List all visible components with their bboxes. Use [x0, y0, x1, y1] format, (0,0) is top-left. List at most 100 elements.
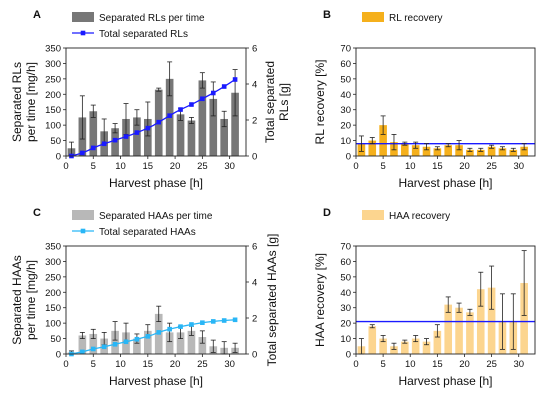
y-axis-label: Separated RLs — [10, 62, 24, 142]
y-tick-label: 200 — [45, 288, 61, 299]
y-tick-label: 60 — [340, 59, 351, 70]
series-point — [167, 326, 172, 332]
y-tick-label: 60 — [340, 257, 351, 268]
bar — [476, 149, 485, 156]
x-tick-label: 15 — [432, 359, 443, 370]
bar — [133, 338, 141, 354]
error-bar — [90, 104, 96, 118]
error-bar — [521, 143, 527, 151]
error-bar — [499, 146, 505, 151]
bar — [198, 337, 207, 354]
error-bar — [112, 123, 118, 134]
bar — [466, 312, 474, 354]
error-bar — [380, 115, 386, 135]
bar — [379, 338, 387, 354]
error-bar — [434, 146, 440, 151]
y-tick-label: 50 — [340, 272, 351, 283]
y-axis-label: Separated HAAs — [10, 255, 24, 344]
series-point — [134, 130, 140, 135]
panel-letter: D — [323, 207, 331, 219]
bar — [231, 92, 239, 156]
y-tick-label: 0 — [56, 152, 61, 163]
series-point — [232, 317, 238, 323]
y-tick-label: 100 — [45, 121, 61, 132]
series-point — [200, 96, 205, 102]
y-tick-label: 30 — [340, 105, 351, 116]
plot-frame — [355, 47, 536, 157]
error-bar — [467, 308, 473, 316]
y2-axis-label: Total separated — [263, 61, 277, 143]
bar — [444, 145, 453, 156]
bar — [411, 338, 420, 354]
error-bar — [380, 335, 386, 343]
bar — [368, 326, 377, 354]
y-tick-label: 50 — [340, 74, 351, 85]
x-tick-label: 5 — [380, 359, 385, 370]
error-bar — [232, 342, 238, 353]
bar — [401, 143, 409, 156]
plot-frame — [355, 245, 536, 355]
series-point — [178, 107, 183, 112]
error-bar — [489, 265, 495, 310]
panel-letter: B — [323, 9, 331, 21]
bar — [89, 333, 98, 354]
bar — [144, 330, 152, 354]
y2-tick-label: 6 — [252, 242, 257, 253]
bar — [509, 149, 518, 156]
panel-b: B 0 5 10 15 20 25 30 0 10 20 30 40 50 60 70 Harvest phas… — [313, 9, 536, 190]
y2-axis-label: RLs [g] — [277, 83, 291, 121]
y-tick-label: 0 — [346, 152, 351, 163]
x-axis-label: Harvest phase [h] — [398, 176, 492, 190]
bar — [520, 146, 528, 156]
bar — [379, 125, 387, 156]
error-bar — [424, 143, 430, 151]
bar — [220, 118, 228, 156]
error-bar — [369, 324, 375, 329]
y-tick-label: 70 — [340, 242, 351, 253]
x-axis-label: Harvest phase [h] — [398, 374, 492, 388]
panel-c: C0 5 10 15 20 25 300501001502002503003500246Ha… — [10, 207, 279, 388]
series-point — [101, 141, 107, 147]
y2-axis-label: Total separated HAAs [g] — [265, 234, 279, 367]
x-tick-label: 25 — [486, 161, 497, 172]
error-bar — [489, 144, 495, 149]
legend-label: Separated HAAs per time — [99, 211, 213, 222]
x-tick-label: 20 — [170, 359, 181, 370]
y-axis-label: per time [mg/h] — [24, 62, 38, 142]
x-tick-label: 30 — [513, 161, 524, 172]
y-tick-label: 300 — [45, 59, 61, 70]
x-tick-label: 25 — [197, 359, 208, 370]
error-bar — [156, 87, 162, 92]
series-point — [134, 336, 140, 342]
bar — [144, 118, 152, 156]
y-axis-label: per time [mg/h] — [24, 260, 38, 340]
series-point — [200, 320, 205, 325]
bar — [498, 148, 507, 156]
legend-label: Total separated HAAs — [99, 227, 196, 238]
bar — [433, 330, 442, 354]
error-bar — [402, 141, 408, 146]
error-bar — [434, 324, 440, 338]
bar — [209, 98, 218, 156]
x-tick-label: 20 — [459, 359, 470, 370]
error-bar — [167, 322, 173, 343]
bar — [187, 120, 196, 156]
bar — [455, 145, 463, 156]
x-axis-label: Harvest phase [h] — [109, 176, 203, 190]
y-tick-label: 40 — [340, 288, 351, 299]
x-tick-label: 30 — [224, 161, 235, 172]
series-point — [189, 322, 194, 327]
error-bar — [358, 135, 364, 152]
y2-tick-label: 6 — [252, 44, 257, 55]
error-bar — [188, 117, 194, 124]
y-axis-label: RL recovery [%] — [313, 60, 327, 145]
y-tick-label: 0 — [346, 350, 351, 361]
x-tick-label: 25 — [486, 359, 497, 370]
x-tick-label: 25 — [197, 161, 208, 172]
y-tick-label: 50 — [50, 136, 61, 147]
panel-letter: A — [33, 9, 41, 21]
x-tick-label: 10 — [405, 161, 416, 172]
series-point — [156, 330, 162, 335]
y2-tick-label: 4 — [252, 278, 257, 289]
x-tick-label: 30 — [513, 359, 524, 370]
